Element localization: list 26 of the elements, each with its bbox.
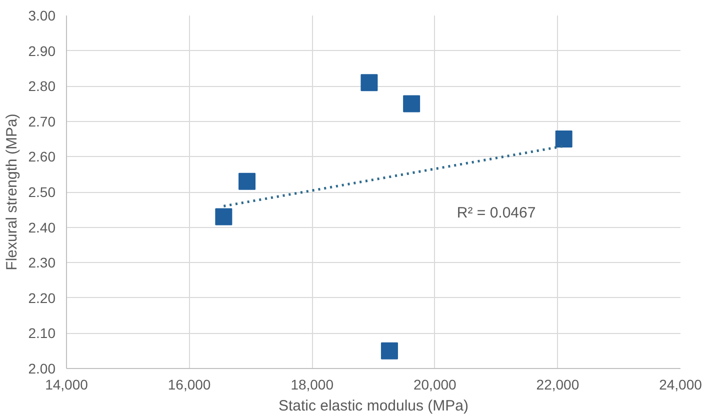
x-tick-label: 22,000: [536, 376, 580, 392]
x-tick-label: 18,000: [290, 376, 334, 392]
point: [403, 95, 420, 112]
point: [215, 208, 232, 226]
y-tick-label: 2.20: [28, 290, 56, 306]
point: [380, 342, 398, 360]
x-tick-label: 24,000: [659, 376, 702, 392]
y-tick-label: 2.10: [28, 325, 56, 342]
y-tick-label: 2.30: [28, 254, 56, 271]
x-axis-title: Static elastic modulus (MPa): [278, 398, 469, 414]
x-tick-label: 20,000: [413, 376, 457, 392]
y-tick-label: 2.90: [28, 42, 56, 59]
y-tick-label: 2.40: [28, 219, 56, 236]
y-tick-label: 2.80: [28, 78, 56, 94]
y-tick-label: 2.50: [28, 184, 56, 200]
y-tick-label: 2.60: [28, 148, 56, 165]
x-tick-label: 16,000: [168, 376, 211, 392]
y-tick-label: 2.70: [28, 113, 56, 130]
point: [238, 172, 256, 190]
y-tick-label: 3.00: [28, 8, 56, 24]
y-axis-title: Flexural strength (MPa): [3, 114, 20, 270]
y-tick-label: 2.00: [28, 360, 56, 376]
point: [555, 130, 572, 148]
annotation: R² = 0.0467: [456, 204, 536, 222]
point: [360, 74, 378, 92]
x-tick-label: 14,000: [45, 376, 88, 392]
